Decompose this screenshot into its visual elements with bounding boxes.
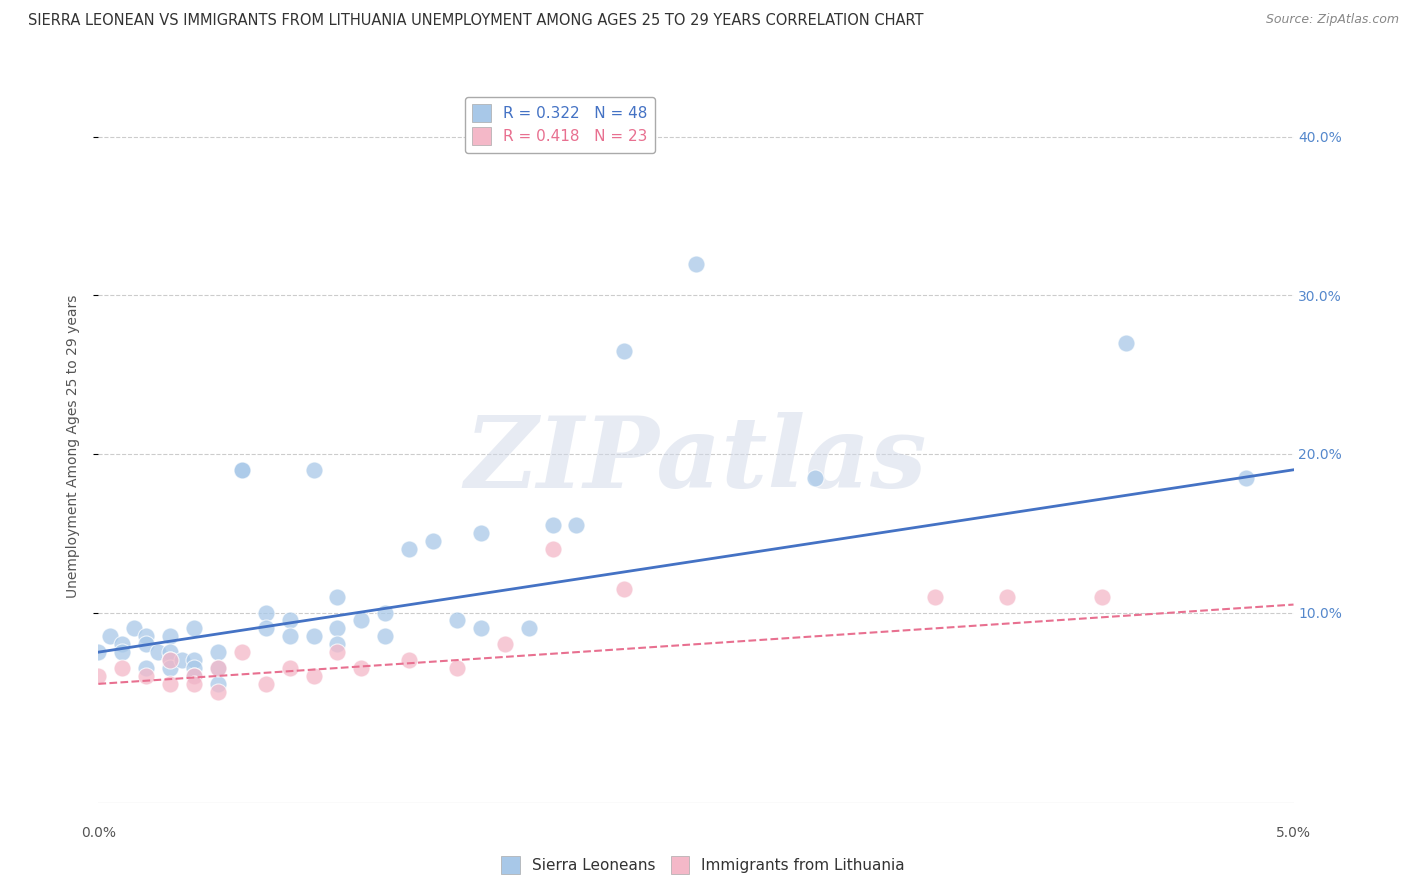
Point <box>207 677 229 691</box>
Point <box>135 669 157 683</box>
Point <box>350 614 373 628</box>
Point <box>422 534 444 549</box>
Point <box>613 582 636 596</box>
Legend: Sierra Leoneans, Immigrants from Lithuania: Sierra Leoneans, Immigrants from Lithuan… <box>495 850 911 880</box>
Point <box>374 606 396 620</box>
Point <box>278 661 301 675</box>
Point <box>135 637 157 651</box>
Point <box>159 645 181 659</box>
Point <box>159 629 181 643</box>
Point <box>159 653 181 667</box>
Point <box>207 685 229 699</box>
Point <box>470 526 492 541</box>
Point <box>124 621 146 635</box>
Point <box>207 645 229 659</box>
Point <box>231 463 253 477</box>
Point <box>159 653 181 667</box>
Text: 0.0%: 0.0% <box>82 826 115 839</box>
Point <box>517 621 540 635</box>
Point <box>302 463 325 477</box>
Point <box>111 661 134 675</box>
Point <box>183 621 205 635</box>
Point <box>278 629 301 643</box>
Point <box>87 669 110 683</box>
Point <box>398 542 420 557</box>
Point <box>183 653 205 667</box>
Point <box>995 590 1018 604</box>
Text: 5.0%: 5.0% <box>1277 826 1310 839</box>
Point <box>135 661 157 675</box>
Point <box>565 518 588 533</box>
Point <box>254 621 277 635</box>
Point <box>183 677 205 691</box>
Point <box>541 518 564 533</box>
Point <box>302 629 325 643</box>
Point <box>326 621 349 635</box>
Point <box>254 677 277 691</box>
Point <box>100 629 122 643</box>
Point <box>350 661 373 675</box>
Point <box>231 463 253 477</box>
Point <box>302 669 325 683</box>
Point <box>87 645 110 659</box>
Point <box>326 645 349 659</box>
Point <box>111 645 134 659</box>
Point <box>470 621 492 635</box>
Point <box>398 653 420 667</box>
Point <box>148 645 170 659</box>
Point <box>172 653 194 667</box>
Point <box>1091 590 1114 604</box>
Point <box>446 614 468 628</box>
Point <box>924 590 946 604</box>
Point <box>159 677 181 691</box>
Point <box>685 257 707 271</box>
Point <box>159 661 181 675</box>
Point <box>111 637 134 651</box>
Point <box>278 614 301 628</box>
Point <box>207 661 229 675</box>
Point <box>326 637 349 651</box>
Text: SIERRA LEONEAN VS IMMIGRANTS FROM LITHUANIA UNEMPLOYMENT AMONG AGES 25 TO 29 YEA: SIERRA LEONEAN VS IMMIGRANTS FROM LITHUA… <box>28 13 924 29</box>
Text: Source: ZipAtlas.com: Source: ZipAtlas.com <box>1265 13 1399 27</box>
Point <box>446 661 468 675</box>
Point <box>183 669 205 683</box>
Y-axis label: Unemployment Among Ages 25 to 29 years: Unemployment Among Ages 25 to 29 years <box>66 294 80 598</box>
Point <box>541 542 564 557</box>
Legend: R = 0.322   N = 48, R = 0.418   N = 23: R = 0.322 N = 48, R = 0.418 N = 23 <box>464 97 655 153</box>
Point <box>613 343 636 358</box>
Point <box>494 637 516 651</box>
Point <box>326 590 349 604</box>
Point <box>183 661 205 675</box>
Text: ZIPatlas: ZIPatlas <box>465 412 927 508</box>
Point <box>135 629 157 643</box>
Point <box>207 661 229 675</box>
Point <box>1115 335 1137 350</box>
Point <box>231 645 253 659</box>
Point <box>1234 471 1257 485</box>
Point <box>183 669 205 683</box>
Point <box>254 606 277 620</box>
Point <box>804 471 827 485</box>
Point <box>374 629 396 643</box>
